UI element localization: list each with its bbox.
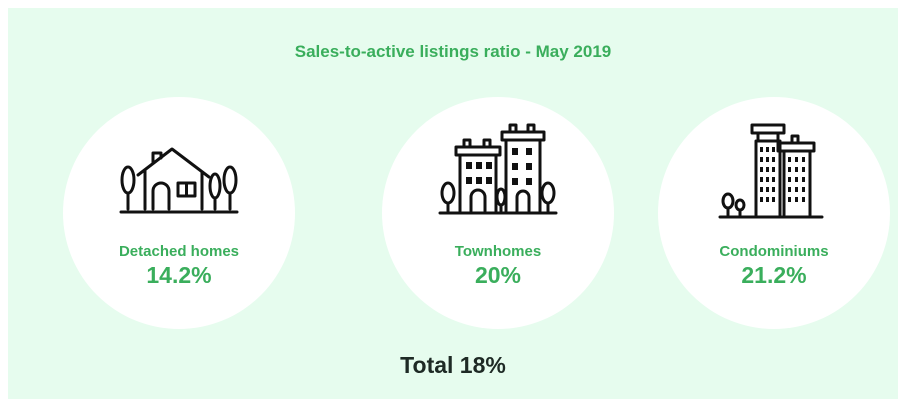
- condo-towers-icon: [718, 123, 824, 219]
- infographic-panel: Sales-to-active listings ratio - May 201…: [8, 8, 898, 399]
- townhomes-card: Townhomes 20%: [382, 97, 614, 329]
- category-value: 20%: [474, 262, 522, 288]
- condominiums-card: Condominiums 21.2%: [658, 97, 890, 329]
- category-value: 14.2%: [146, 262, 212, 288]
- townhouse-buildings-icon: [438, 123, 558, 215]
- category-label: Detached homes: [118, 243, 240, 260]
- category-label: Townhomes: [454, 243, 542, 260]
- infographic-title: Sales-to-active listings ratio - May 201…: [294, 42, 612, 61]
- total-ratio: Total 18%: [400, 352, 506, 378]
- detached-homes-card: Detached homes 14.2%: [63, 97, 295, 329]
- detached-house-icon: [119, 147, 239, 214]
- category-label: Condominiums: [719, 243, 829, 260]
- category-value: 21.2%: [741, 262, 807, 288]
